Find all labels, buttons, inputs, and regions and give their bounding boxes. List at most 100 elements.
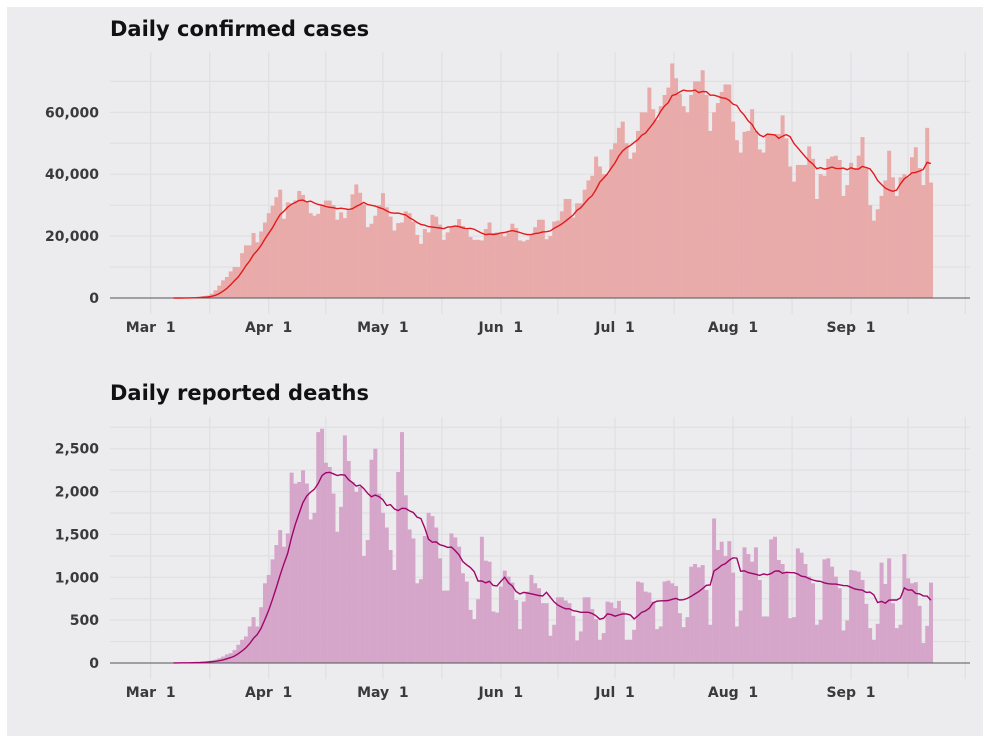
deaths-bar (419, 579, 424, 663)
cases-bar (502, 236, 507, 298)
cases-bar (407, 213, 412, 298)
deaths-bar (909, 583, 915, 663)
deaths-bar (670, 583, 675, 663)
cases-bar (468, 237, 473, 298)
deaths-bar (780, 564, 785, 663)
deaths-bar (502, 570, 507, 663)
deaths-bar (498, 586, 503, 663)
cases-bar (582, 189, 587, 298)
cases-bar (913, 147, 918, 298)
deaths-bar (871, 639, 876, 663)
deaths-bar (841, 630, 846, 663)
cases-bar (734, 140, 739, 298)
deaths-bar (609, 602, 614, 663)
cases-bar (544, 239, 549, 298)
deaths-bar (731, 572, 736, 663)
deaths-bar (521, 601, 526, 663)
cases-bar (388, 216, 393, 298)
deaths-bar (411, 538, 416, 663)
cases-bar (479, 240, 484, 298)
deaths-bar (563, 600, 568, 663)
deaths-bar (556, 597, 561, 663)
deaths-bar (388, 550, 393, 663)
cases-bar (358, 192, 363, 298)
deaths-bar (476, 599, 481, 663)
deaths-bar (894, 628, 899, 663)
cases-bar (799, 164, 804, 298)
cases-bar (898, 177, 903, 298)
deaths-bar (883, 583, 888, 663)
deaths-bar (460, 573, 465, 663)
deaths-bar (856, 571, 861, 663)
cases-bar (255, 242, 260, 298)
cases-bar (575, 203, 580, 298)
cases-bar (837, 159, 842, 298)
cases-bar (772, 134, 777, 298)
deaths-bar (567, 603, 572, 663)
deaths-bar (807, 576, 812, 663)
cases-bar (285, 202, 290, 298)
deaths-bar (533, 583, 538, 663)
deaths-chart: Daily reported deaths 0 500 1,000 1,500 2,00… (55, 381, 970, 701)
cases-bar (339, 212, 344, 298)
cases-bar (521, 241, 526, 298)
cases-bar (670, 63, 675, 299)
cases-bar (422, 228, 427, 298)
cases-bar (753, 130, 758, 298)
deaths-bar (590, 609, 595, 663)
deaths-bar (799, 552, 804, 663)
deaths-bar (449, 533, 454, 663)
y-tick-label: 20,000 (45, 229, 99, 245)
cases-bar (266, 213, 271, 298)
cases-bar (243, 245, 248, 298)
deaths-bar (613, 608, 618, 663)
deaths-bar (685, 617, 690, 663)
cases-bar (236, 267, 241, 298)
deaths-bar (719, 541, 724, 663)
deaths-bar (453, 537, 458, 663)
cases-bar (396, 223, 401, 298)
cases-bar (514, 228, 519, 298)
deaths-bar (559, 597, 564, 663)
deaths-bar (704, 589, 709, 663)
deaths-bar (898, 624, 903, 663)
deaths-bar (320, 428, 325, 663)
cases-bar (921, 185, 926, 298)
deaths-bar (537, 588, 542, 663)
cases-bar (540, 219, 545, 298)
cases-bar (449, 226, 454, 298)
cases-bar (323, 200, 328, 298)
cases-bar (430, 214, 435, 298)
cases-bar (457, 219, 462, 298)
deaths-bar (864, 603, 869, 663)
cases-bar (654, 120, 660, 298)
deaths-bar (628, 639, 633, 663)
y-tick-label: 40,000 (45, 167, 99, 183)
cases-bar (852, 168, 857, 298)
deaths-bar (438, 558, 443, 663)
y-tick-label: 1,500 (55, 527, 100, 543)
deaths-bar (479, 536, 484, 663)
deaths-bar (822, 559, 827, 663)
deaths-bar (396, 471, 401, 663)
cases-bar (259, 231, 264, 298)
cases-bar (567, 198, 572, 298)
deaths-bar (270, 559, 275, 663)
cases-bar (902, 174, 907, 298)
deaths-bar (369, 459, 374, 663)
deaths-bar (312, 512, 317, 663)
x-tick-label: Mar 1 (126, 685, 176, 701)
cases-bar (342, 218, 347, 298)
cases-bar (331, 205, 336, 298)
deaths-bar (415, 583, 420, 663)
cases-bar (715, 103, 720, 298)
deaths-bar (274, 545, 279, 663)
cases-bar (278, 189, 283, 298)
deaths-bar (658, 626, 663, 663)
cases-bar (601, 174, 606, 298)
cases-bar (308, 213, 313, 298)
cases-bar (346, 210, 351, 298)
cases-bar (419, 243, 424, 298)
cases-bar (769, 134, 774, 298)
cases-bar (597, 166, 602, 298)
